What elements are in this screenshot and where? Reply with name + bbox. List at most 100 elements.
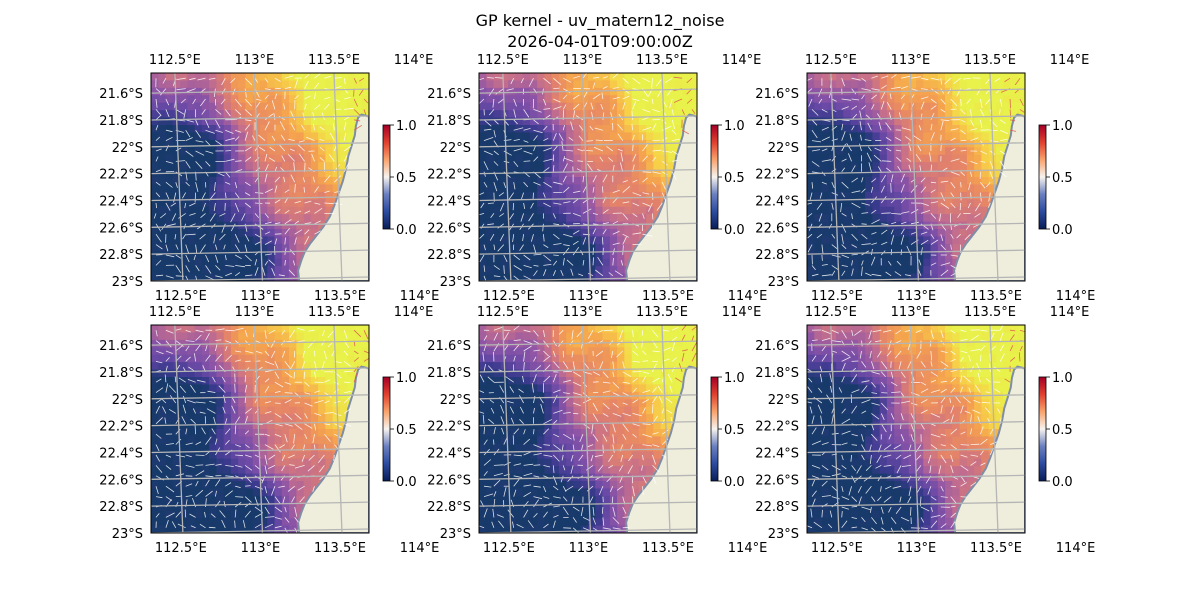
heatmap-cell (908, 95, 917, 104)
heatmap-cell (310, 80, 319, 89)
heatmap-cell (172, 273, 181, 281)
heatmap-cell (1003, 102, 1011, 111)
heatmap-cell (500, 154, 509, 163)
heatmap-cell (325, 147, 334, 156)
quiver-arrow (642, 77, 651, 83)
heatmap-cell (216, 80, 225, 89)
heatmap-cell (959, 236, 968, 245)
quiver-arrow (234, 234, 240, 243)
heatmap-cell (836, 184, 844, 193)
lat-tick-label: 21.6°S (99, 339, 143, 354)
heatmap-cell (981, 162, 990, 170)
heatmap-cell (332, 414, 341, 422)
heatmap-cell (843, 125, 851, 133)
heatmap-cell (361, 339, 369, 348)
quiver-arrow (205, 345, 208, 352)
heatmap-cell (537, 251, 545, 260)
heatmap-cell (187, 466, 195, 474)
quiver-arrow (851, 202, 861, 209)
quiver-arrow (861, 94, 865, 100)
heatmap-cell (223, 243, 232, 252)
heatmap-cell (609, 95, 618, 104)
heatmap-cell (194, 214, 203, 222)
heatmap-cell (879, 236, 888, 245)
heatmap-cell (522, 236, 531, 245)
heatmap-cell (267, 102, 275, 111)
quiver-arrow (632, 213, 638, 218)
quiver-arrow (960, 192, 962, 201)
heatmap-cell (267, 421, 275, 430)
heatmap-cell (836, 266, 844, 274)
quiver-arrow (288, 269, 295, 277)
quiver-arrow (533, 181, 541, 186)
heatmap-cell (325, 443, 334, 452)
heatmap-cell (238, 132, 246, 141)
quiver-arrow (303, 187, 305, 193)
quiver-arrow (353, 98, 358, 107)
heatmap-cell (916, 236, 924, 245)
quiver-arrow (264, 77, 269, 83)
heatmap-cell (187, 251, 195, 260)
heatmap-cell (814, 191, 822, 200)
heatmap-cell (580, 243, 589, 252)
quiver-arrow (974, 213, 981, 218)
heatmap-cell (354, 87, 363, 96)
heatmap-cell (194, 525, 203, 533)
quiver-arrow (205, 150, 214, 154)
quiver-arrow (602, 237, 604, 245)
heatmap-cell (836, 117, 844, 126)
quiver-arrow (165, 357, 170, 362)
quiver-arrow (181, 416, 187, 424)
quiver-arrow (543, 192, 546, 198)
heatmap-cell (230, 199, 239, 208)
heatmap-cell (267, 362, 275, 370)
heatmap-cell (151, 102, 159, 111)
heatmap-cell (930, 139, 939, 148)
heatmap-cell (850, 110, 859, 118)
heatmap-cell (522, 102, 531, 111)
heatmap-cell (267, 391, 275, 400)
heatmap-cell (245, 503, 254, 512)
heatmap-cell (814, 251, 822, 260)
quiver-arrow (192, 408, 196, 414)
quiver-arrow (284, 392, 293, 394)
heatmap-cell (158, 87, 166, 96)
heatmap-cell (551, 110, 560, 118)
heatmap-cell (172, 399, 181, 408)
heatmap-cell (267, 214, 275, 222)
heatmap-cell (879, 95, 888, 104)
quiver-arrow (215, 479, 221, 487)
heatmap-cell (908, 266, 917, 274)
heatmap-cell (281, 184, 290, 193)
heatmap-cell (310, 169, 319, 178)
quiver-arrow (319, 139, 325, 141)
quiver-arrow (860, 134, 862, 141)
quiver-arrow (543, 158, 553, 162)
parallel-line (151, 168, 369, 175)
heatmap-cell (194, 473, 203, 482)
heatmap-cell (908, 236, 917, 245)
heatmap-cell (209, 221, 217, 230)
heatmap-cell (886, 229, 895, 237)
heatmap-cell (617, 110, 625, 118)
heatmap-cell (216, 377, 225, 385)
quiver-arrow (185, 150, 194, 157)
heatmap-cell (172, 510, 181, 519)
heatmap-cell (981, 102, 990, 111)
heatmap-cell (252, 266, 261, 274)
lat-tick-label: 22.4°S (755, 194, 799, 209)
heatmap-cell (500, 251, 509, 260)
heatmap-cell (588, 214, 596, 222)
heatmap-cell (500, 206, 509, 215)
heatmap-cell (158, 191, 166, 200)
quiver-arrow (244, 146, 252, 152)
heatmap-cell (267, 236, 275, 245)
heatmap-cell (230, 347, 239, 356)
heatmap-cell (209, 377, 217, 385)
heatmap-cell (916, 177, 924, 185)
heatmap-cell (354, 80, 363, 89)
heatmap-cell (238, 332, 246, 341)
heatmap-cell (201, 399, 210, 408)
heatmap-cell (617, 73, 625, 81)
heatmap-cell (828, 80, 837, 89)
